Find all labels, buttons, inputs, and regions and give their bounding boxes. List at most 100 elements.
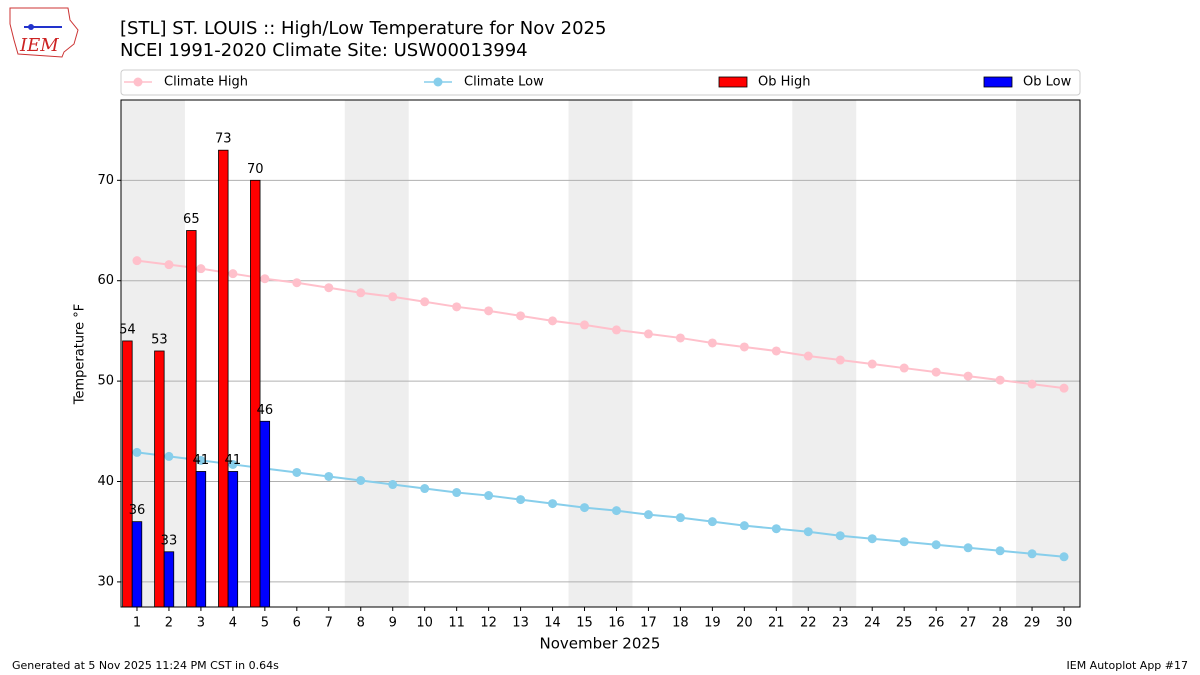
plot-frame (120, 99, 1081, 608)
x-tick-label: 14 (544, 616, 561, 631)
x-tick-label: 5 (261, 616, 269, 631)
bar-value-label: 65 (183, 212, 200, 227)
logo-text: IEM (19, 35, 59, 56)
weekend-shade (568, 100, 633, 607)
bar (218, 149, 229, 608)
x-tick-label: 4 (229, 616, 237, 631)
climate-point (995, 546, 1005, 556)
bar-value-label: 70 (247, 162, 264, 177)
climate-point (132, 447, 142, 457)
bar (186, 230, 197, 608)
climate-point (899, 363, 909, 373)
climate-point (388, 292, 398, 302)
climate-point (867, 534, 877, 544)
climate-line (136, 259, 1065, 390)
x-tick-label: 24 (864, 616, 881, 631)
x-tick-label: 13 (512, 616, 529, 631)
climate-point (292, 278, 302, 288)
climate-point (963, 543, 973, 553)
x-tick-label: 27 (960, 616, 977, 631)
climate-point (516, 311, 526, 321)
bar-value-label: 46 (257, 403, 274, 418)
climate-point (707, 338, 717, 348)
weekend-shade (344, 100, 409, 607)
legend-patch (718, 76, 748, 88)
climate-point (260, 274, 270, 284)
climate-point (675, 333, 685, 343)
x-tick-label: 29 (1024, 616, 1041, 631)
x-tick-label: 10 (416, 616, 433, 631)
climate-point (867, 359, 877, 369)
legend-label: Ob High (758, 75, 811, 90)
x-tick-label: 17 (640, 616, 657, 631)
climate-point (164, 260, 174, 270)
weekend-shade (1016, 100, 1080, 607)
climate-point (164, 451, 174, 461)
climate-point (931, 367, 941, 377)
x-tick-label: 8 (357, 616, 365, 631)
legend-box (120, 69, 1081, 96)
climate-point (771, 524, 781, 534)
x-tick-label: 18 (672, 616, 689, 631)
x-tick-label: 30 (1056, 616, 1073, 631)
climate-point (803, 351, 813, 361)
climate-point (739, 342, 749, 352)
climate-point (707, 517, 717, 527)
climate-point (420, 297, 430, 307)
bar (250, 179, 261, 608)
y-tick-label: 40 (97, 474, 114, 489)
x-tick-label: 2 (165, 616, 173, 631)
bar-value-label: 53 (151, 332, 168, 347)
chart-subtitle: NCEI 1991-2020 Climate Site: USW00013994 (120, 40, 528, 61)
x-tick-label: 26 (928, 616, 945, 631)
climate-point (452, 302, 462, 312)
x-tick-label: 11 (448, 616, 465, 631)
climate-point (292, 467, 302, 477)
climate-point (1027, 549, 1037, 559)
x-tick-label: 23 (832, 616, 849, 631)
x-tick-label: 19 (704, 616, 721, 631)
logo-outline (9, 7, 79, 58)
bar-value-label: 41 (193, 453, 210, 468)
climate-point (388, 480, 398, 490)
climate-point (324, 471, 334, 481)
bar-value-label: 54 (119, 322, 136, 337)
climate-point (1027, 379, 1037, 389)
climate-point (643, 510, 653, 520)
climate-point (356, 476, 366, 486)
footer-left: Generated at 5 Nov 2025 11:24 PM CST in … (12, 659, 279, 672)
footer-right: IEM Autoplot App #17 (1067, 659, 1189, 672)
climate-point (963, 371, 973, 381)
climate-point (611, 506, 621, 516)
y-axis-label: Temperature °F (73, 304, 88, 405)
climate-point (132, 256, 142, 266)
legend-marker (133, 77, 143, 87)
legend-label: Climate Low (464, 75, 544, 90)
x-tick-label: 28 (992, 616, 1009, 631)
x-tick-label: 20 (736, 616, 753, 631)
x-tick-label: 21 (768, 616, 785, 631)
climate-point (196, 455, 206, 465)
climate-point (356, 288, 366, 298)
climate-point (835, 531, 845, 541)
y-tick-label: 70 (97, 173, 114, 188)
x-tick-label: 15 (576, 616, 593, 631)
y-tick-label: 30 (97, 574, 114, 589)
x-tick-label: 7 (325, 616, 333, 631)
x-tick-label: 12 (480, 616, 497, 631)
climate-point (803, 527, 813, 537)
x-axis-label: November 2025 (540, 635, 661, 653)
climate-point (675, 513, 685, 523)
climate-point (420, 484, 430, 494)
bar-value-label: 36 (129, 503, 146, 518)
climate-point (484, 306, 494, 316)
climate-line (136, 451, 1065, 558)
climate-point (228, 269, 238, 279)
climate-point (516, 495, 526, 505)
climate-point (611, 325, 621, 335)
bar-value-label: 73 (215, 132, 232, 147)
climate-point (196, 264, 206, 274)
bar-value-label: 41 (225, 453, 242, 468)
bar (131, 521, 143, 608)
